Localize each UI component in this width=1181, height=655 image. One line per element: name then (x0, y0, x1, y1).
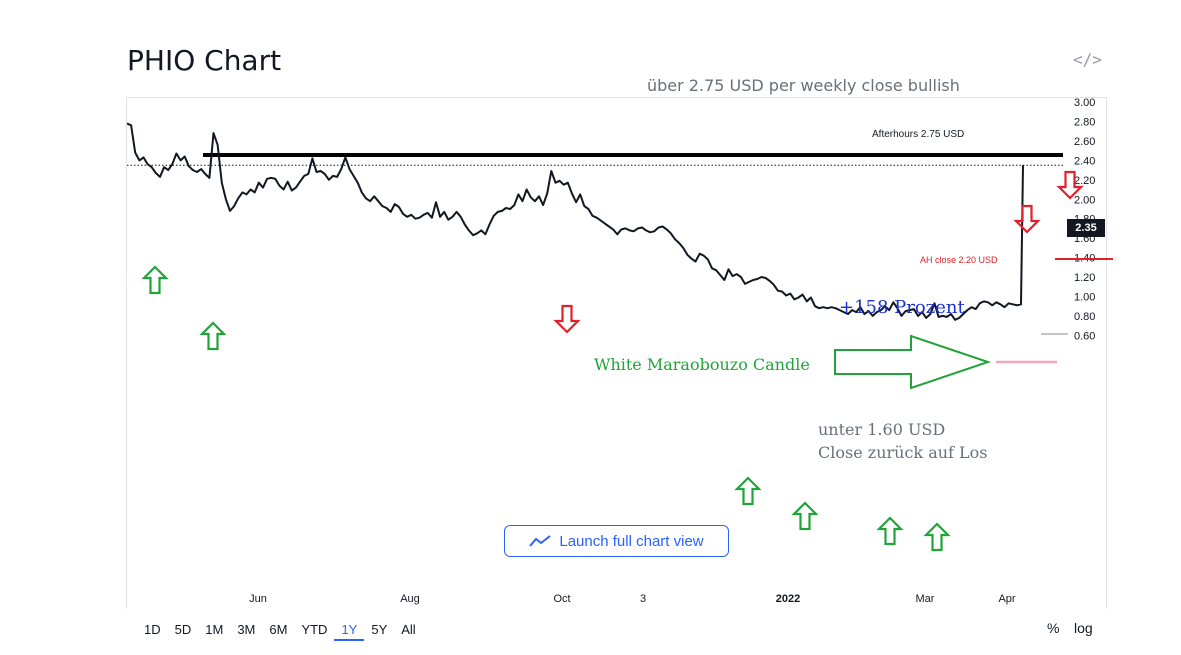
y-tick-label: 2.20 (1074, 175, 1095, 187)
y-tick-label: 1.00 (1074, 292, 1095, 304)
ah-close-annotation: AH close 2.20 USD (920, 255, 998, 265)
red-down-arrow-icon (1056, 170, 1084, 200)
x-tick-label: Jun (249, 593, 267, 605)
candle-annotation: White Maraobouzo Candle (594, 355, 810, 374)
launch-full-chart-label: Launch full chart view (559, 532, 704, 550)
x-tick-label: Mar (916, 593, 935, 605)
green-up-arrow-icon (199, 321, 227, 351)
trend-line-icon (529, 535, 551, 547)
x-tick-label: 2022 (776, 593, 800, 605)
range-1d[interactable]: 1D (144, 622, 161, 637)
y-axis: 3.002.802.602.402.202.001.801.601.401.20… (1074, 97, 1095, 342)
weekly-close-annotation: über 2.75 USD per weekly close bullish (647, 76, 960, 95)
prozent-annotation: +158 Prozent (839, 297, 965, 318)
range-6m[interactable]: 6M (269, 622, 288, 637)
afterhours-annotation: Afterhours 2.75 USD (872, 129, 965, 140)
y-tick-label: 3.00 (1074, 97, 1095, 109)
launch-full-chart-button[interactable]: Launch full chart view (504, 525, 729, 557)
range-5d[interactable]: 5D (174, 622, 192, 637)
y-tick-label: 0.80 (1074, 311, 1095, 323)
big-green-right-arrow (834, 334, 992, 390)
y-tick-label: 1.20 (1074, 272, 1095, 284)
x-tick-label: 3 (640, 593, 646, 605)
unter-annotation-line2: Close zurück auf Los (818, 443, 988, 462)
x-tick-label: Oct (553, 593, 570, 605)
percent-toggle[interactable]: % (1047, 620, 1060, 636)
price-series-line (126, 122, 1024, 321)
y-tick-label: 2.60 (1074, 136, 1095, 148)
y-tick-label: 2.00 (1074, 194, 1095, 206)
green-up-arrow-icon (141, 265, 169, 295)
green-up-arrow-icon (791, 501, 819, 531)
range-1m[interactable]: 1M (205, 622, 224, 637)
y-tick-label: 0.60 (1074, 330, 1095, 342)
range-1y[interactable]: 1Y (334, 620, 365, 641)
x-tick-label: Apr (998, 593, 1015, 605)
green-up-arrow-icon (734, 476, 762, 506)
green-up-arrow-icon (923, 522, 951, 552)
green-up-arrow-icon (876, 516, 904, 546)
range-ytd[interactable]: YTD (301, 622, 328, 637)
range-selector: 1D 5D 1M 3M 6M YTD 1Y 5Y All (137, 620, 423, 641)
x-tick-label: Aug (400, 593, 420, 605)
arrow-annotations (141, 170, 1084, 552)
red-down-arrow-icon (1013, 204, 1041, 234)
last-price-tag: 2.35 (1067, 219, 1105, 237)
chart-frame (126, 97, 1107, 609)
unter-annotation-line1: unter 1.60 USD (818, 420, 946, 439)
x-axis: Jun Aug Oct 3 2022 Mar Apr (249, 593, 1016, 605)
range-3m[interactable]: 3M (237, 622, 256, 637)
range-all[interactable]: All (401, 622, 416, 637)
page-title: PHIO Chart (127, 44, 282, 77)
log-toggle[interactable]: log (1074, 620, 1093, 636)
y-tick-label: 2.40 (1074, 155, 1095, 167)
range-5y[interactable]: 5Y (371, 622, 388, 637)
red-down-arrow-icon (553, 304, 581, 334)
y-tick-label: 2.80 (1074, 116, 1095, 128)
code-icon[interactable]: </> (1073, 50, 1102, 69)
